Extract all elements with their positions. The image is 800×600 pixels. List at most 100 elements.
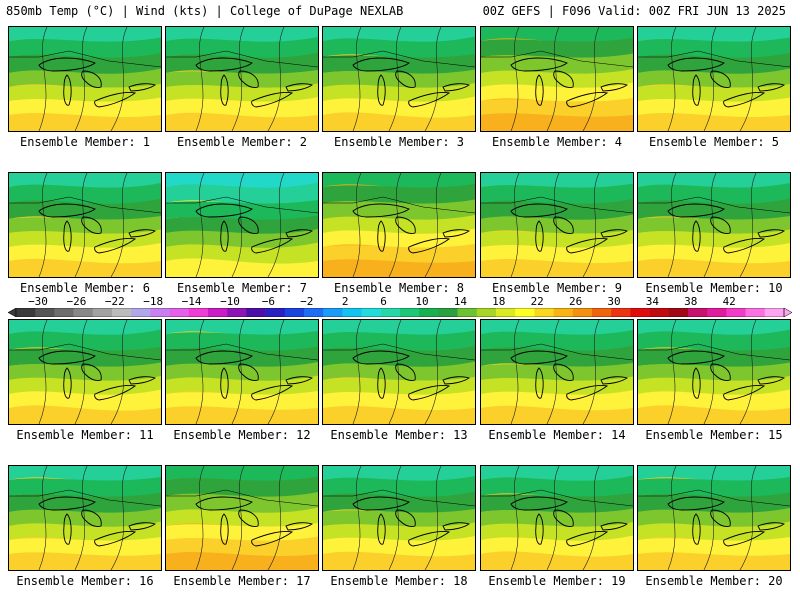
lake-outline [757, 522, 786, 531]
colorbar-tick-label: −6 [261, 295, 276, 308]
colorbar-tick-label: −2 [300, 295, 314, 308]
contour-line [546, 320, 560, 424]
temperature-band [481, 535, 633, 557]
ensemble-member-map [8, 26, 162, 132]
contour-line [231, 173, 245, 277]
border-line [9, 196, 161, 214]
contour-line [667, 27, 677, 131]
temperature-field [323, 320, 475, 424]
contour-line [352, 320, 362, 424]
lake-outline [510, 203, 568, 218]
lake-outline [723, 531, 766, 547]
lake-outline [566, 238, 609, 254]
lake-outline [553, 509, 574, 527]
contour-line [352, 27, 362, 131]
ensemble-member-label: Ensemble Member: 5 [648, 135, 780, 149]
ensemble-member-map [480, 26, 634, 132]
colorbar-tick-label: −10 [220, 295, 240, 308]
ensemble-member-label: Ensemble Member: 11 [16, 428, 154, 442]
lake-outline [535, 220, 544, 252]
colorbar-segment [457, 308, 478, 317]
lake-outline [667, 57, 725, 72]
contour-line [667, 320, 677, 424]
ensemble-member-label: Ensemble Member: 9 [491, 281, 623, 295]
temperature-band [323, 184, 475, 205]
contour-line [703, 320, 717, 424]
temperature-band [323, 244, 475, 263]
border-line [323, 489, 475, 507]
lake-outline [395, 70, 416, 88]
lake-outline [285, 376, 314, 385]
lake-outline [408, 238, 451, 254]
colorbar-strip [8, 308, 792, 317]
contour-line [667, 466, 677, 570]
lake-outline [285, 229, 314, 238]
contour-line [110, 173, 128, 277]
temperature-field [9, 466, 161, 570]
temperature-band [166, 476, 318, 499]
colorbar-tick-label: −22 [104, 295, 125, 308]
colorbar-segment [169, 308, 190, 317]
temperature-band [9, 68, 161, 90]
contour-line [582, 173, 600, 277]
border-line [166, 50, 318, 68]
lake-outline [128, 229, 157, 238]
lake-outline [535, 513, 544, 545]
contour-line [267, 466, 285, 570]
temperature-band [323, 390, 475, 411]
lake-outline [510, 350, 568, 365]
contour-line [38, 27, 48, 131]
ensemble-member-map [165, 319, 319, 425]
lake-outline [510, 496, 568, 511]
ensemble-member-label: Ensemble Member: 6 [19, 281, 151, 295]
ensemble-member-map [480, 172, 634, 278]
lake-outline [600, 229, 629, 238]
ensemble-member-map [165, 465, 319, 571]
colorbar-segment [208, 308, 228, 317]
colorbar-segment [534, 308, 554, 317]
colorbar-tick-label: 42 [722, 295, 736, 308]
contour-line [352, 466, 362, 570]
temperature-field [323, 27, 475, 131]
temperature-band [481, 38, 633, 59]
ensemble-member-label: Ensemble Member: 18 [330, 574, 468, 588]
lake-outline [63, 74, 72, 106]
ensemble-member-label: Ensemble Member: 1 [19, 135, 151, 149]
temperature-field [323, 466, 475, 570]
temperature-band [638, 537, 790, 556]
lake-outline [692, 513, 701, 545]
contour-line [510, 173, 520, 277]
temperature-band [9, 243, 161, 264]
border-line [481, 489, 633, 507]
contour-line [74, 320, 88, 424]
colorbar-segment [649, 308, 670, 317]
ensemble-member-map [322, 26, 476, 132]
contour-line [703, 466, 717, 570]
colorbar-segment [227, 308, 247, 317]
temperature-band [481, 98, 633, 117]
colorbar-tick-label: 14 [453, 295, 468, 308]
lake-outline [38, 203, 96, 218]
contour-line [110, 466, 128, 570]
ensemble-member-label: Ensemble Member: 19 [488, 574, 626, 588]
contour-line [510, 27, 520, 131]
colorbar-segment [73, 308, 94, 317]
lake-outline [81, 70, 102, 88]
lake-outline [710, 363, 731, 381]
temperature-band [323, 215, 475, 236]
lake-outline [710, 216, 731, 234]
lake-outline [238, 216, 259, 234]
lake-outline [94, 531, 137, 547]
lake-outline [352, 57, 410, 72]
lake-outline [377, 367, 386, 399]
temperature-band [323, 330, 475, 353]
valid-time: 00Z GEFS | F096 Valid: 00Z FRI JUN 13 20… [482, 4, 786, 18]
lake-outline [395, 363, 416, 381]
temperature-band [9, 537, 161, 556]
contour-line [703, 173, 717, 277]
ensemble-member-map [8, 172, 162, 278]
border-line [323, 50, 475, 68]
colorbar-segment [553, 308, 574, 317]
border-line [323, 343, 475, 361]
lake-outline [128, 376, 157, 385]
